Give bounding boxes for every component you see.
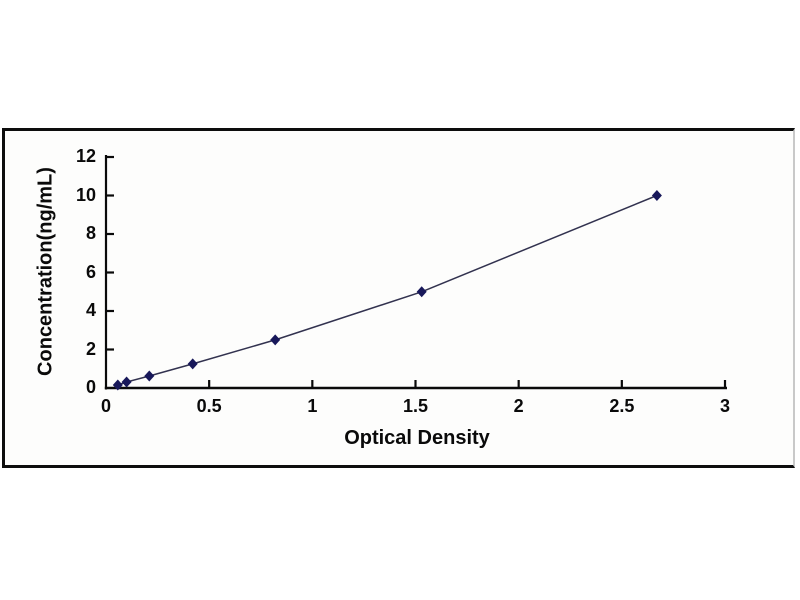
y-axis-title: Concentration(ng/mL) bbox=[34, 167, 57, 376]
x-axis-title: Optical Density bbox=[344, 427, 490, 449]
y-tick-label: 6 bbox=[85, 261, 96, 282]
x-tick-label: 0 bbox=[100, 396, 112, 416]
y-tick-label: 12 bbox=[75, 146, 96, 166]
x-tick-label: 0.5 bbox=[196, 396, 222, 416]
y-tick-label: 10 bbox=[75, 184, 96, 205]
x-tick-label: 2 bbox=[513, 396, 524, 416]
x-tick-label: 3 bbox=[719, 396, 731, 416]
y-tick-label: 0 bbox=[85, 377, 96, 397]
x-tick-label: 2.5 bbox=[609, 396, 635, 416]
y-tick-label: 2 bbox=[85, 338, 96, 359]
x-tick-label: 1.5 bbox=[402, 396, 429, 416]
y-tick-label: 4 bbox=[85, 300, 96, 320]
y-tick-label: 8 bbox=[85, 223, 96, 243]
x-tick-label: 1 bbox=[307, 396, 318, 416]
